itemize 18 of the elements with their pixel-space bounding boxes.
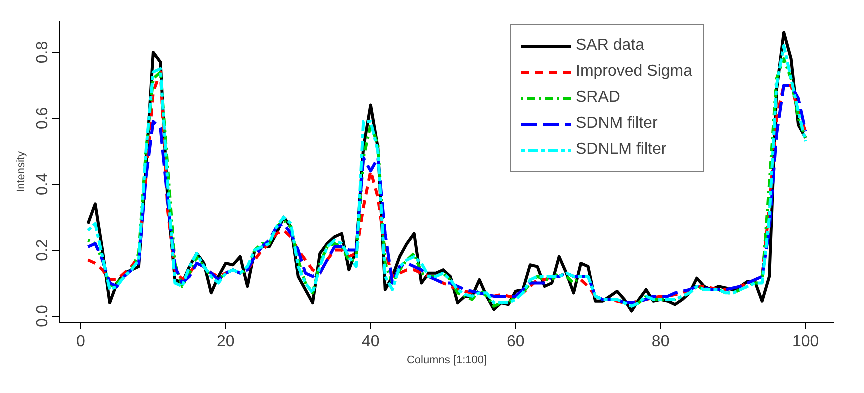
y-axis-title: Intensity <box>16 151 28 192</box>
x-axis-title: Columns [1:100] <box>406 354 488 366</box>
x-tick-label: 40 <box>362 334 380 350</box>
x-tick-label: 60 <box>506 334 525 350</box>
legend-label: SRAD <box>576 88 620 108</box>
y-tick-label: 0.8 <box>34 41 52 64</box>
x-tick-label: 100 <box>792 334 820 350</box>
legend-label: SDNM filter <box>576 114 658 134</box>
legend-label: SAR data <box>576 36 644 56</box>
y-tick-label: 0.2 <box>34 239 52 262</box>
x-tick-label: 0 <box>76 334 86 350</box>
y-tick-label: 0.4 <box>34 173 52 196</box>
legend-label: Improved Sigma <box>576 62 692 82</box>
x-tick-label: 80 <box>652 334 670 350</box>
y-tick-label: 0.0 <box>34 305 52 328</box>
legend-label: SDNLM filter <box>576 140 667 160</box>
x-tick-label: 20 <box>217 334 235 350</box>
y-tick-label: 0.6 <box>34 107 52 130</box>
